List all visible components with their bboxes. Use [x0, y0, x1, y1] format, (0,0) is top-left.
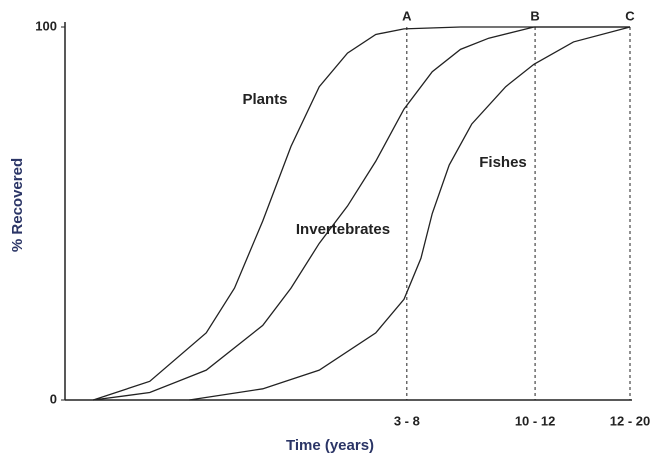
y-axis-title: % Recovered: [9, 158, 26, 252]
x-tick-label: 12 - 20: [610, 413, 650, 428]
point-marker-label: B: [530, 8, 539, 23]
x-axis-title: Time (years): [286, 437, 374, 454]
y-tick-label: 100: [35, 18, 57, 33]
line-series: [189, 26, 631, 401]
point-marker-label: A: [402, 8, 412, 23]
series-label: Invertebrates: [296, 221, 390, 238]
y-tick-label: 0: [50, 391, 57, 406]
x-tick-label: 10 - 12: [515, 413, 555, 428]
x-tick-label: 3 - 8: [394, 413, 420, 428]
line-series: [93, 26, 630, 401]
series-label: Fishes: [479, 154, 527, 171]
series-label: Plants: [242, 91, 287, 108]
point-marker-label: C: [625, 8, 635, 23]
line-series: [93, 26, 630, 401]
